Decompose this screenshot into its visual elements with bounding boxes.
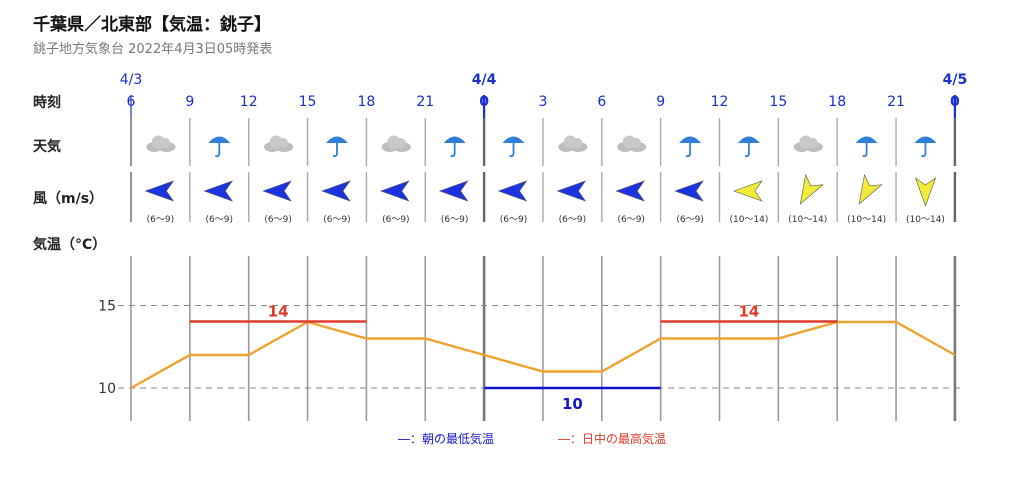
hour-tick-label: 0 [950,94,960,110]
wind-speed-label: (6〜9) [264,215,291,225]
hour-tick-label: 18 [828,94,846,110]
legend-entry: ―：朝の最低気温 [398,431,494,446]
date-label: 4/3 [120,72,143,88]
hour-tick-label: 3 [538,94,547,110]
wind-arrow-icon [321,180,351,202]
hour-tick-label: 21 [887,94,905,110]
row-label-weather: 天気 [33,138,61,155]
wind-arrow-icon [615,180,646,202]
date-label: 4/5 [943,72,968,88]
wind-arrow-icon [799,173,824,205]
row-label-time: 時刻 [33,94,61,111]
umbrella-icon [737,136,760,158]
wind-speed-label: (6〜9) [323,215,350,225]
min-temp-label: 10 [562,395,583,413]
hour-tick-label: 9 [185,94,194,110]
hour-tick-label: 9 [656,94,665,110]
wind-arrow-icon [497,180,528,202]
wind-speed-label: (6〜9) [206,215,233,225]
cloud-icon [146,135,176,152]
wind-speed-label: (6〜9) [676,215,703,225]
umbrella-icon [679,136,702,158]
cloud-icon [264,135,294,152]
hour-tick-label: 15 [769,94,787,110]
hour-tick-label: 12 [240,94,258,110]
y-tick-label: 15 [98,299,116,315]
hour-tick-label: 21 [416,94,434,110]
wind-speed-label: (10〜14) [906,215,945,225]
umbrella-icon [443,136,466,158]
umbrella-icon [208,136,231,158]
wind-speed-label: (6〜9) [147,215,174,225]
row-label-wind: 風（m/s） [33,191,103,207]
hour-tick-label: 12 [711,94,729,110]
wind-arrow-icon [262,180,292,202]
page-subtitle: 銚子地方気象台 2022年4月3日05時発表 [33,42,273,57]
wind-speed-label: (6〜9) [617,215,644,225]
cloud-icon [617,135,647,152]
wind-arrow-icon [379,180,410,202]
hour-tick-label: 6 [127,94,136,110]
umbrella-icon [914,136,937,158]
hour-tick-label: 18 [357,94,375,110]
hour-tick-label: 0 [479,94,489,110]
wind-speed-label: (6〜9) [500,215,527,225]
wind-arrow-icon [858,173,883,205]
max-temp-label: 14 [738,303,759,321]
wind-arrow-icon [144,180,175,202]
max-temp-label: 14 [268,303,289,321]
cloud-icon [381,135,411,152]
row-label-temp: 気温（°C） [33,236,106,253]
hour-tick-label: 6 [597,94,606,110]
umbrella-icon [325,136,348,158]
legend-entry: ―：日中の最高気温 [558,431,666,446]
wind-arrow-icon [556,180,587,202]
hour-tick-label: 15 [299,94,317,110]
date-label: 4/4 [472,72,497,88]
wind-speed-label: (10〜14) [847,215,886,225]
wind-arrow-icon [733,180,763,202]
page-title: 千葉県／北東部【気温：銚子】 [33,15,271,35]
y-tick-label: 10 [98,381,116,397]
wind-speed-label: (10〜14) [729,215,768,225]
umbrella-icon [855,136,878,158]
wind-arrow-icon [674,180,704,202]
wind-arrow-icon [438,180,469,202]
wind-arrow-icon [203,180,234,202]
wind-speed-label: (6〜9) [382,215,409,225]
temperature-line [130,320,956,390]
wind-speed-label: (10〜14) [788,215,827,225]
wind-speed-label: (6〜9) [441,215,468,225]
cloud-icon [793,135,823,152]
umbrella-icon [502,136,525,158]
cloud-icon [558,135,588,152]
wind-speed-label: (6〜9) [559,215,586,225]
wind-arrow-icon [914,177,937,207]
